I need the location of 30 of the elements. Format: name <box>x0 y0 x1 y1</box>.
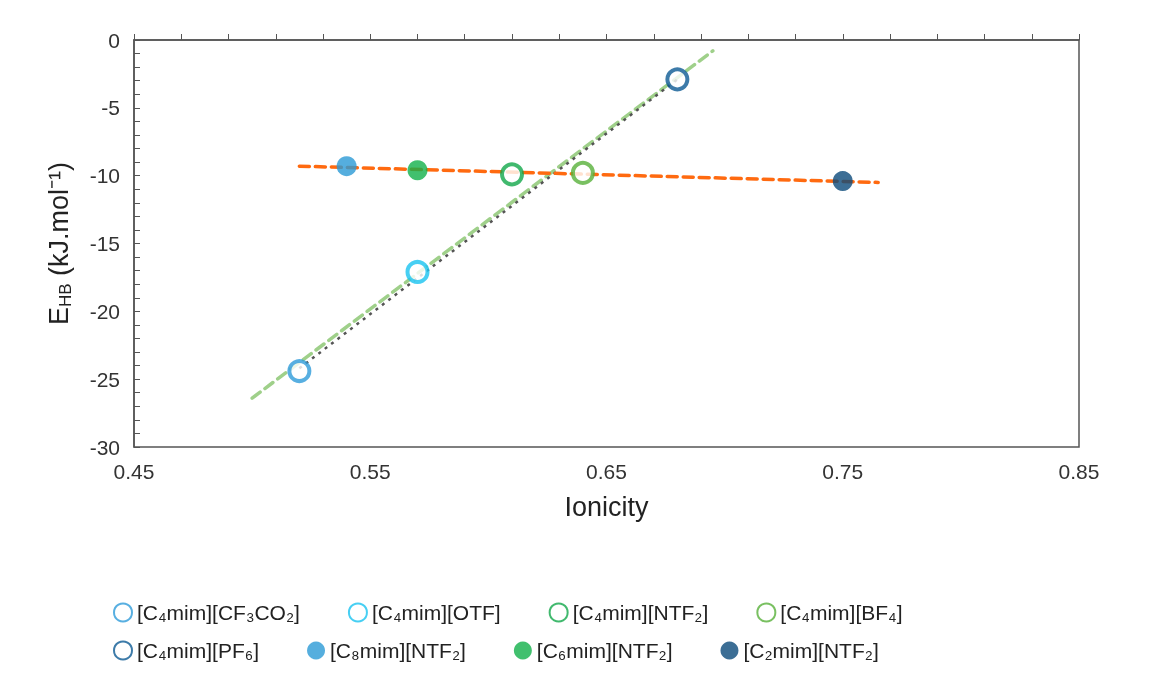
point <box>570 160 595 185</box>
y-tick-label: 0 <box>108 28 120 52</box>
legend-label: [C₆mim][NTF₂] <box>536 639 673 662</box>
y-tick-label: -25 <box>89 367 120 391</box>
x-tick-label: 0.45 <box>113 460 155 483</box>
x-axis-title: Ionicity <box>564 491 650 522</box>
legend-label: [C₂mim][NTF₂] <box>743 639 879 662</box>
x-tick-label: 0.55 <box>349 460 391 483</box>
legend-label: [C₄mim][OTF] <box>371 601 501 624</box>
point <box>336 156 357 177</box>
point <box>832 171 853 192</box>
legend-label: [C₄mim][PF₆] <box>137 639 260 662</box>
point <box>665 67 690 92</box>
point <box>407 160 428 181</box>
y-tick-label: -15 <box>89 232 120 255</box>
y-tick-label: -20 <box>89 299 120 323</box>
x-tick-label: 0.85 <box>1058 460 1100 483</box>
legend-label: [C₄mim][BF₄] <box>780 601 903 624</box>
legend-label: [C₈mim][NTF₂] <box>330 639 466 662</box>
x-tick-label: 0.75 <box>822 460 864 483</box>
y-axis-title: EHB (kJ.mol⁻¹) <box>43 161 75 326</box>
y-tick-label: -10 <box>89 164 120 188</box>
point <box>500 162 524 187</box>
point <box>405 259 430 284</box>
y-tick-label: -30 <box>89 435 120 459</box>
x-tick-label: 0.65 <box>586 460 627 483</box>
legend-label: [C₄mim][CF₃CO₂] <box>137 601 300 624</box>
legend-label: [C₄mim][NTF₂] <box>572 601 709 624</box>
point <box>287 359 312 384</box>
y-tick-label: -5 <box>101 96 120 120</box>
